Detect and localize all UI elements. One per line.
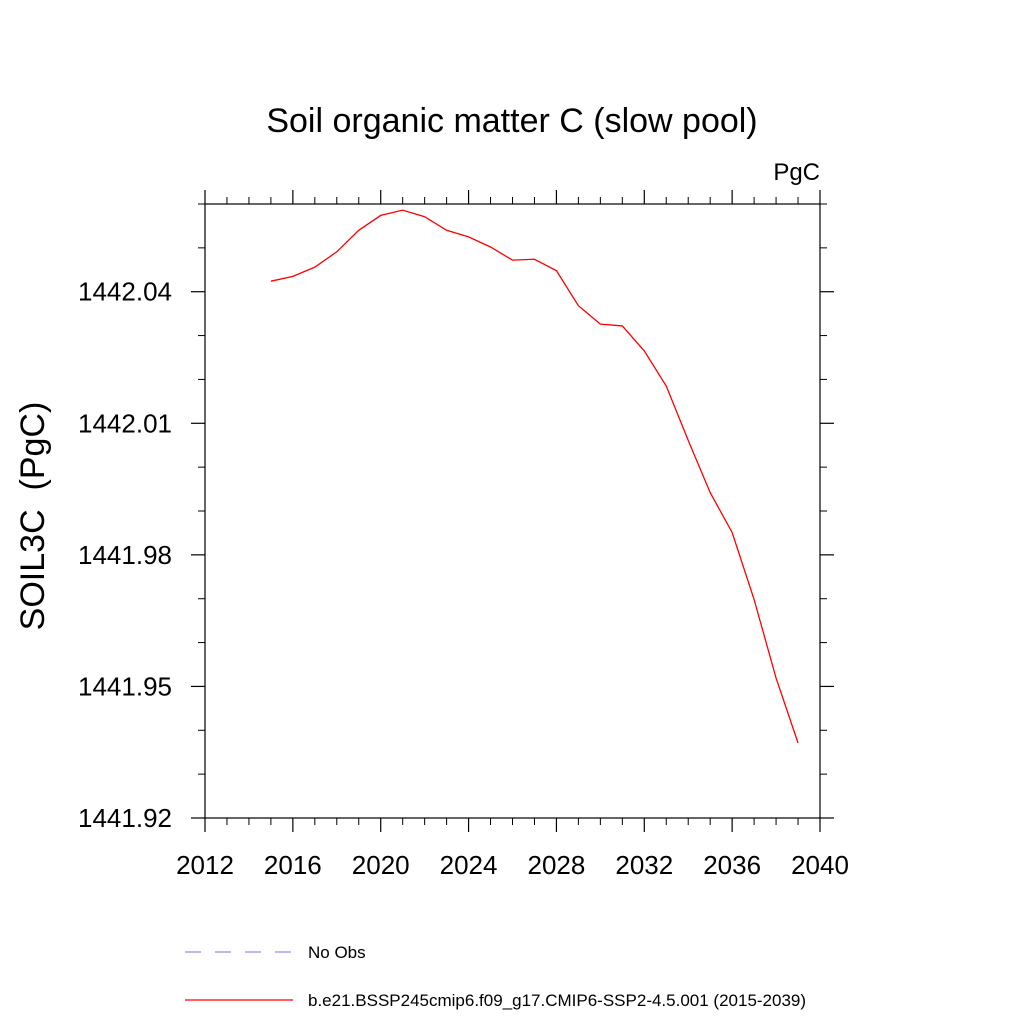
y-axis-ticks [191, 203, 834, 819]
x-tick-label: 2028 [528, 850, 586, 880]
units-label: PgC [773, 159, 820, 186]
legend-label: No Obs [308, 943, 366, 962]
legend-label: b.e21.BSSP245cmip6.f09_g17.CMIP6-SSP2-4.… [308, 991, 806, 1010]
x-axis-tick-labels: 2012 2016 2020 2024 2028 2032 2036 2040 [176, 850, 849, 880]
x-tick-label: 2012 [176, 850, 234, 880]
y-tick-label: 1442.04 [78, 277, 172, 307]
series-layer [270, 209, 799, 744]
x-tick-label: 2040 [791, 850, 849, 880]
x-tick-label: 2024 [440, 850, 498, 880]
y-tick-label: 1441.95 [78, 671, 172, 701]
y-tick-label: 1442.01 [78, 408, 172, 438]
x-tick-label: 2020 [352, 850, 410, 880]
x-tick-label: 2036 [703, 850, 761, 880]
x-tick-label: 2032 [615, 850, 673, 880]
y-axis-label: SOIL3C (PgC) [14, 402, 52, 631]
plot-frame [204, 203, 821, 819]
x-tick-label: 2016 [264, 850, 322, 880]
x-axis-ticks [204, 190, 821, 832]
y-tick-label: 1441.98 [78, 540, 172, 570]
series-line [270, 209, 799, 744]
y-axis-tick-labels: 1441.92 1441.95 1441.98 1442.01 1442.04 [78, 277, 172, 833]
y-tick-label: 1441.92 [78, 803, 172, 833]
legend: No Obs b.e21.BSSP245cmip6.f09_g17.CMIP6-S… [185, 943, 806, 1010]
chart-title: Soil organic matter C (slow pool) [266, 102, 757, 140]
